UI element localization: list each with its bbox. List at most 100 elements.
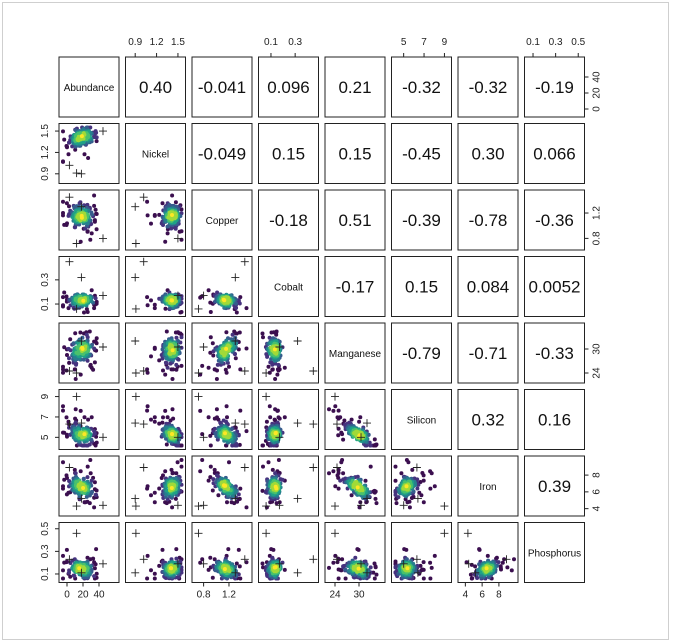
panel-cobalt-cobalt (258, 256, 319, 317)
panel-abundance-cobalt (258, 56, 319, 118)
point-phosphorus-abundance (65, 559, 69, 564)
point-iron-silicon (393, 478, 398, 483)
point-silicon-copper (224, 404, 229, 409)
point-copper-abundance (94, 211, 99, 216)
point-cobalt-nickel (178, 310, 183, 315)
point-iron-silicon (428, 486, 433, 491)
point-silicon-copper (225, 415, 229, 420)
panel-silicon-iron (457, 389, 519, 450)
point-iron-cobalt (273, 471, 278, 476)
point-phosphorus-silicon (419, 568, 424, 573)
point-phosphorus-manganese (374, 572, 379, 577)
point-manganese-nickel (174, 367, 179, 372)
point-cobalt-copper (206, 288, 211, 293)
top-tick-label-silicon: 9 (442, 37, 448, 48)
panel-silicon-silicon (391, 389, 452, 450)
outlier-marker-iron-cobalt (309, 463, 318, 472)
point-iron-abundance (61, 460, 65, 465)
point-iron-silicon (407, 505, 412, 510)
point-silicon-abundance (64, 432, 69, 437)
point-manganese-nickel (157, 358, 162, 363)
outlier-marker-manganese-nickel (173, 343, 182, 351)
point-iron-silicon (409, 496, 414, 500)
correlation-manganese-iron: -0.71 (469, 344, 508, 363)
point-iron-silicon (432, 484, 437, 489)
point-iron-manganese (349, 493, 354, 498)
point-manganese-copper (198, 372, 203, 377)
outlier-marker-silicon-cobalt (275, 433, 284, 442)
panel-cobalt-iron (457, 256, 519, 317)
outlier-marker-cobalt-nickel (131, 273, 140, 282)
point-iron-manganese (357, 505, 362, 510)
panel-abundance-copper (191, 56, 253, 118)
point-copper-nickel (170, 193, 175, 198)
point-iron-manganese (339, 460, 344, 465)
point-silicon-manganese (333, 404, 338, 409)
point-iron-nickel (152, 490, 157, 495)
top-tick-label-phosphorus: 0.1 (526, 37, 540, 48)
outlier-marker-phosphorus-nickel (173, 559, 182, 568)
panel-abundance-iron (457, 56, 519, 118)
outlier-marker-silicon-cobalt (262, 392, 271, 401)
point-iron-manganese (331, 469, 336, 474)
point-iron-abundance (88, 458, 93, 462)
point-iron-abundance (81, 486, 86, 490)
point-phosphorus-copper (208, 555, 213, 560)
top-tick-label-nickel: 1.5 (171, 37, 185, 48)
point-phosphorus-manganese (356, 566, 361, 571)
panel-manganese-manganese (324, 322, 386, 384)
outlier-marker-cobalt-abundance (65, 257, 74, 266)
point-copper-nickel (160, 201, 165, 206)
point-iron-abundance (89, 491, 94, 496)
point-iron-silicon (418, 480, 423, 484)
point-cobalt-copper (198, 295, 203, 300)
point-phosphorus-copper (212, 557, 217, 562)
top-tick-label-nickel: 1.2 (150, 37, 164, 48)
point-manganese-abundance (94, 336, 99, 341)
outlier-marker-iron-nickel (173, 501, 182, 510)
point-manganese-copper (224, 346, 229, 351)
point-manganese-nickel (171, 367, 176, 372)
outlier-marker-phosphorus-abundance (99, 559, 107, 568)
outlier-marker-manganese-nickel (139, 367, 148, 375)
outlier-marker-cobalt-nickel (139, 257, 148, 266)
point-silicon-copper (221, 418, 226, 423)
point-silicon-nickel (152, 419, 157, 424)
point-phosphorus-cobalt (269, 547, 274, 552)
point-phosphorus-abundance (92, 574, 97, 579)
point-iron-cobalt (266, 460, 271, 465)
point-manganese-copper (210, 341, 215, 346)
point-phosphorus-manganese (372, 576, 377, 581)
point-iron-nickel (173, 496, 178, 501)
variable-label-copper: Copper (206, 216, 239, 227)
point-iron-cobalt (274, 501, 279, 506)
outlier-marker-cobalt-copper (199, 291, 208, 300)
outlier-marker-iron-manganese (357, 501, 365, 510)
outlier-marker-phosphorus-copper (231, 568, 240, 577)
point-iron-abundance (77, 483, 82, 487)
point-silicon-copper (244, 429, 249, 434)
point-nickel-abundance (64, 144, 69, 149)
point-cobalt-copper (244, 306, 249, 311)
outlier-marker-iron-abundance (77, 494, 86, 503)
point-phosphorus-nickel (145, 576, 150, 581)
point-manganese-copper (223, 367, 228, 372)
point-iron-silicon (406, 460, 411, 465)
point-copper-nickel (177, 229, 182, 234)
point-iron-nickel (179, 458, 184, 462)
point-copper-abundance (67, 204, 71, 209)
panel-abundance-abundance (58, 56, 120, 118)
point-manganese-nickel (164, 360, 169, 365)
point-phosphorus-abundance (92, 566, 97, 571)
point-manganese-nickel (160, 347, 165, 352)
point-iron-nickel (163, 500, 168, 505)
point-manganese-copper (211, 353, 216, 358)
point-iron-manganese (358, 500, 363, 505)
point-manganese-nickel (170, 344, 175, 349)
outlier-marker-iron-manganese (333, 463, 341, 472)
point-silicon-abundance (87, 442, 92, 447)
outlier-marker-silicon-nickel (131, 419, 140, 428)
point-manganese-cobalt (273, 377, 278, 381)
point-phosphorus-manganese (342, 563, 347, 568)
